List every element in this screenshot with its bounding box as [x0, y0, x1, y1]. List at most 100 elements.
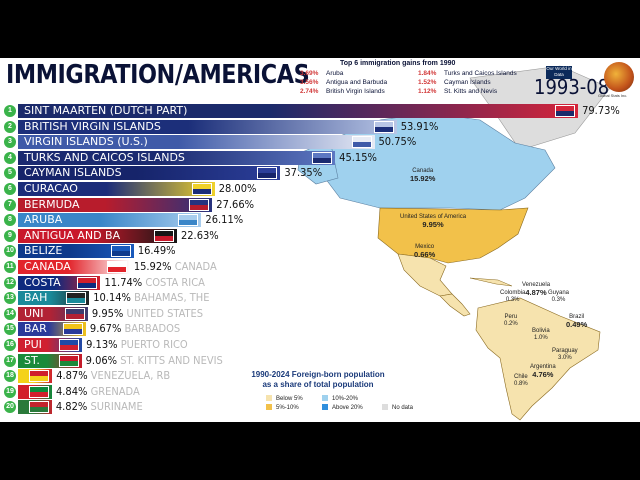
bar-value: 16.49%	[137, 244, 176, 258]
bar-value: 28.00%	[218, 182, 257, 195]
country-flag-icon	[110, 245, 131, 258]
bar-label: CAYMAN ISLANDS	[24, 166, 122, 180]
country-flag-icon	[66, 292, 87, 305]
gain-item: 3.56% Antigua and Barbuda	[300, 79, 388, 86]
gain-item: 3.69% Aruba	[300, 70, 344, 77]
bar-value: 79.73%	[582, 104, 620, 117]
bar: BERMUDA	[18, 197, 213, 212]
country-flag-icon	[189, 198, 210, 211]
bar-label: UNI	[24, 306, 44, 320]
bar-label: ANTIGUA AND BA	[24, 228, 121, 242]
bar-label: BAR	[24, 322, 47, 336]
outside-country-label: VENEZUELA, RB	[87, 369, 171, 383]
map-label-venezuela: Venezuela 4.87%	[522, 282, 551, 297]
map-label-bolivia: Bolivia 1.0%	[532, 328, 550, 341]
country-flag-icon	[29, 385, 49, 398]
legend-swatch	[322, 404, 328, 410]
rank-badge: 2	[4, 120, 16, 133]
outside-country-label: ST. KITTS AND NEVIS	[117, 353, 223, 367]
south-america-shape	[475, 297, 601, 421]
bar-label: CANADA	[24, 260, 71, 273]
country-flag-icon	[191, 183, 212, 195]
legend-item-10to20: 10%-20%	[322, 395, 358, 402]
bar-row: 1 SINT MAARTEN (DUTCH PART) 79.73%	[0, 104, 640, 118]
country-flag-icon	[59, 339, 80, 351]
bar: CURACAO	[18, 182, 215, 196]
bar-row: 3 VIRGIN ISLANDS (U.S.) 50.75%	[0, 135, 640, 150]
bar-row: 13 BAH 10.14% BAHAMAS, THE	[0, 291, 640, 306]
rank-badge: 13	[4, 292, 16, 305]
bar-row: 15 BAR 9.67% BARBADOS	[0, 322, 640, 337]
rank-badge: 7	[4, 198, 16, 211]
rank-badge: 1	[4, 105, 16, 117]
rank-badge: 12	[4, 276, 16, 289]
country-flag-icon	[351, 136, 372, 149]
bar-row: 16 PUI 9.13% PUERTO RICO	[0, 338, 640, 352]
bar: CAYMAN ISLANDS	[18, 166, 281, 181]
map-label-canada: Canada 15.92%	[410, 168, 436, 183]
rank-badge: 11	[4, 261, 16, 273]
gain-item: 1.52% Cayman Islands	[418, 79, 491, 86]
outside-country-label: BARBADOS	[121, 322, 181, 336]
bar-value: 50.75%	[378, 135, 417, 149]
country-flag-icon	[58, 354, 79, 367]
bar-row: 18 4.87% VENEZUELA, RB	[0, 369, 640, 384]
chart-title: IMMIGRATION/AMERICAS	[6, 60, 310, 90]
bar-value: 53.91%	[400, 119, 439, 133]
global-stats-logo	[604, 62, 634, 92]
bar-row: 17 ST. 9.06% ST. KITTS AND NEVIS	[0, 353, 640, 368]
chart-frame: Canada 15.92% United States of America 9.9…	[0, 58, 640, 422]
legend-item-nodata: No data	[382, 404, 413, 411]
bar-value: 9.13% PUERTO RICO	[86, 338, 188, 351]
outside-country-label: BAHAMAS, THE	[130, 291, 210, 305]
bar-label: ST.	[24, 353, 40, 367]
country-flag-icon	[555, 105, 576, 117]
country-flag-icon	[373, 120, 394, 133]
bar-row: 20 4.82% SURINAME	[0, 400, 640, 415]
map-label-paraguay: Paraguay 3.0%	[552, 348, 578, 361]
bar-row: 11 CANADA 15.92% CANADA	[0, 260, 640, 274]
bar-value: 27.66%	[216, 197, 255, 211]
country-flag-icon	[62, 323, 83, 336]
outside-country-label: PUERTO RICO	[117, 338, 188, 351]
bar-value: 9.06% ST. KITTS AND NEVIS	[85, 353, 223, 367]
bar: CANADA	[18, 260, 130, 274]
bar-label: BELIZE	[24, 244, 63, 258]
rank-badge: 8	[4, 214, 16, 227]
bar-row: 9 ANTIGUA AND BA 22.63%	[0, 228, 640, 243]
bar-row: 19 4.84% GRENADA	[0, 384, 640, 399]
usa-shape	[377, 207, 529, 264]
top-gains-title: Top 6 immigration gains from 1990	[340, 60, 456, 67]
bar-row: 14 UNI 9.95% UNITED STATES	[0, 306, 640, 321]
bar-row: 2 BRITISH VIRGIN ISLANDS 53.91%	[0, 119, 640, 134]
date-display: 1993-08	[534, 75, 610, 99]
bar-label: CURACAO	[24, 182, 78, 195]
bar-value: 4.82% SURINAME	[55, 400, 143, 414]
rank-badge: 15	[4, 323, 16, 336]
bar-value: 45.15%	[339, 150, 377, 164]
bar-value: 9.67% BARBADOS	[89, 322, 181, 336]
outside-country-label: CANADA	[171, 260, 217, 273]
bar-value: 15.92% CANADA	[133, 260, 217, 273]
bar: ANTIGUA AND BA	[18, 228, 177, 243]
legend-item-below5: Below 5%	[266, 395, 303, 402]
map-label-guyana: Guyana 0.3%	[548, 290, 570, 303]
rank-badge: 18	[4, 370, 16, 383]
map-label-brazil: Brazil 0.49%	[566, 314, 588, 329]
bar-row: 7 BERMUDA 27.66%	[0, 197, 640, 212]
rank-badge: 19	[4, 385, 16, 398]
bar-label: BAH	[24, 291, 48, 305]
map-label-argentina: Argentina 4.76%	[530, 364, 556, 379]
bar-row: 12 COSTA 11.74% COSTA RICA	[0, 275, 640, 290]
bar-row: 5 CAYMAN ISLANDS 37.35%	[0, 166, 640, 181]
bar: VIRGIN ISLANDS (U.S.)	[18, 135, 375, 150]
country-flag-icon	[28, 401, 49, 414]
outside-country-label: COSTA RICA	[142, 275, 205, 289]
rank-badge: 6	[4, 183, 16, 195]
country-flag-icon	[106, 261, 127, 273]
country-flag-icon	[312, 151, 333, 164]
legend-swatch	[382, 404, 388, 410]
bar-value: 22.63%	[180, 228, 219, 242]
owid-badge: Our World in Data	[546, 66, 572, 79]
bar-value: 10.14% BAHAMAS, THE	[93, 291, 210, 305]
